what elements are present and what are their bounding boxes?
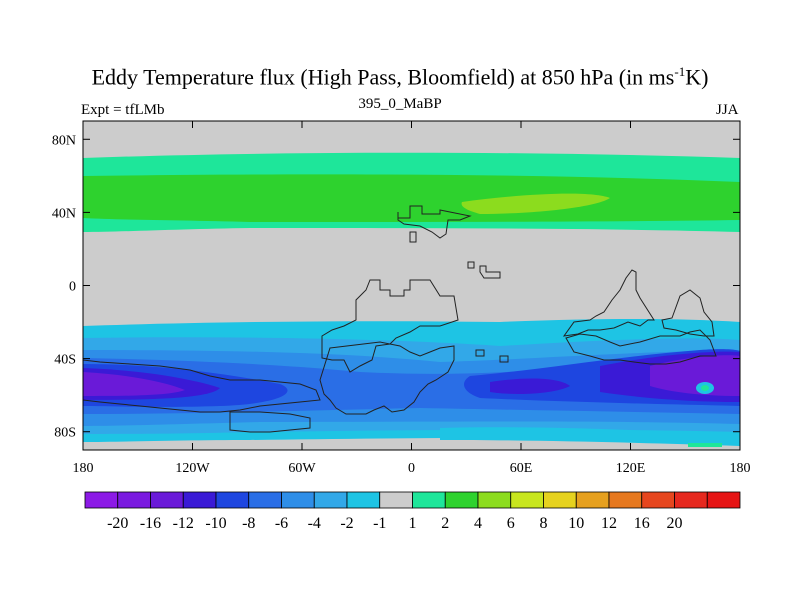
x-axis-ticks: 180 120W 60W 0 60E 120E 180 — [73, 121, 751, 476]
x-tick-label: 60W — [288, 461, 316, 476]
x-tick-label: 180 — [730, 461, 751, 476]
south-core-east-strong — [650, 355, 740, 396]
experiment-label: Expt = tfLMb — [81, 102, 165, 118]
colorbar-swatch — [84, 491, 119, 509]
colorbar-swatch — [182, 491, 217, 509]
colorbar-swatch — [706, 491, 741, 509]
map-title: Eddy Temperature flux (High Pass, Bloomf… — [0, 64, 800, 90]
colorbar-swatch — [150, 491, 184, 509]
colorbar-label: 6 — [507, 515, 515, 532]
colorbar-swatch — [641, 491, 675, 509]
title-end: K) — [685, 64, 709, 90]
colorbar-label: 8 — [540, 515, 548, 532]
colorbar-swatch — [477, 491, 512, 509]
colorbar-label: 12 — [601, 515, 617, 532]
colorbar-label: -8 — [242, 515, 255, 532]
south-weak-patch — [440, 427, 740, 446]
colorbar-swatch — [608, 491, 643, 509]
colorbar-label: 20 — [667, 515, 683, 532]
colorbar-swatch — [543, 491, 577, 509]
colorbar-swatch — [575, 491, 610, 509]
y-tick-label: 0 — [69, 280, 76, 295]
x-tick-label: 120E — [616, 461, 646, 476]
colorbar-label: -20 — [107, 515, 128, 532]
colorbar-swatch — [248, 491, 282, 509]
map-field — [83, 121, 740, 450]
south-core-indian — [490, 378, 570, 394]
colorbar-label: -12 — [173, 515, 194, 532]
colorbar-label: 1 — [409, 515, 417, 532]
north-band-strong — [461, 193, 610, 214]
colorbar-labels: -20 -16 -12 -10 -8 -6 -4 -2 -1 1 2 4 6 8 10 12 16 20 — [107, 515, 682, 532]
colorbar-label: 2 — [441, 515, 449, 532]
case-label: 395_0_MaBP — [358, 96, 442, 112]
south-positive-sliver — [688, 443, 722, 447]
colorbar-label: -2 — [340, 515, 353, 532]
south-core-west-strong — [83, 372, 185, 396]
south-eddy-cell-inner — [701, 385, 709, 391]
colorbar-swatch — [215, 491, 250, 509]
colorbar-label: -6 — [275, 515, 288, 532]
colorbar-swatch — [117, 491, 151, 509]
x-tick-label: 180 — [73, 461, 94, 476]
colorbar-label: 10 — [568, 515, 584, 532]
y-tick-label: 80N — [52, 133, 76, 148]
y-tick-label: 80S — [54, 426, 76, 441]
colorbar-label: -1 — [373, 515, 386, 532]
colorbar-label: 4 — [474, 515, 482, 532]
colorbar-swatch — [674, 491, 708, 509]
colorbar-swatch — [510, 491, 544, 509]
colorbar-swatch — [346, 491, 381, 509]
x-tick-label: 120W — [175, 461, 210, 476]
colorbar-label: -10 — [205, 515, 226, 532]
colorbar-label: 16 — [634, 515, 650, 532]
x-tick-label: 0 — [408, 461, 415, 476]
colorbar-swatch — [313, 491, 348, 509]
title-superscript: -1 — [674, 64, 686, 79]
colorbar-swatch — [379, 491, 413, 509]
continent-outlines — [83, 205, 717, 433]
colorbar-label: -4 — [308, 515, 321, 532]
y-tick-label: 40S — [54, 353, 76, 368]
season-label: JJA — [716, 102, 739, 118]
colorbar-swatch — [281, 491, 315, 509]
colorbar — [84, 491, 741, 509]
colorbar-swatch — [412, 491, 446, 509]
y-axis-ticks: 80N 40N 0 40S 80S — [52, 133, 740, 441]
x-tick-label: 60E — [510, 461, 533, 476]
colorbar-label: -16 — [140, 515, 161, 532]
colorbar-swatch — [444, 491, 479, 509]
north-band-mid — [83, 174, 740, 222]
title-main: Eddy Temperature flux (High Pass, Bloomf… — [91, 64, 675, 90]
y-tick-label: 40N — [52, 206, 76, 221]
